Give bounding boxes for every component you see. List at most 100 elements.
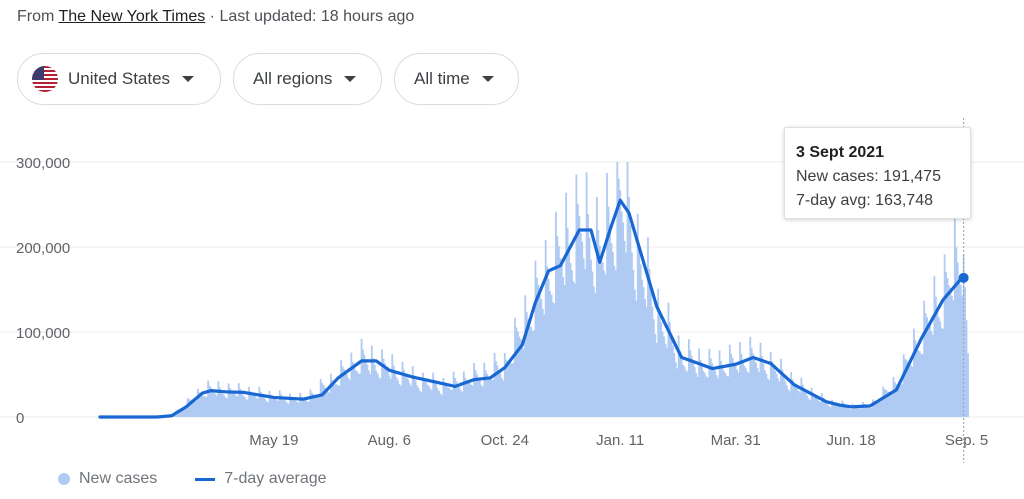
publisher-link[interactable]: The New York Times [58, 8, 206, 25]
new-cases-bar [265, 401, 268, 417]
new-cases-bar [939, 321, 942, 417]
new-cases-bar [360, 338, 363, 417]
new-cases-bar [781, 369, 784, 417]
time-range-dropdown[interactable]: All time [394, 53, 519, 105]
new-cases-bar [329, 373, 332, 417]
new-cases-bar [389, 378, 392, 417]
new-cases-bar [879, 401, 882, 417]
new-cases-bar [850, 409, 853, 417]
new-cases-bar [232, 392, 234, 417]
new-cases-bar [756, 368, 759, 417]
new-cases-bar [724, 372, 727, 417]
new-cases-bar [481, 386, 484, 417]
new-cases-bar [353, 366, 356, 417]
new-cases-bar [435, 384, 437, 417]
new-cases-bar [644, 299, 646, 417]
new-cases-bar [299, 392, 302, 417]
new-cases-bar [347, 378, 350, 417]
new-cases-bar [882, 386, 885, 417]
cases-chart[interactable]: 0 100,000 200,000 300,000 May 19 Aug. 6 Oct. 2… [0, 118, 1024, 468]
new-cases-bar [712, 367, 715, 417]
new-cases-bar [632, 269, 635, 417]
new-cases-bar [800, 377, 803, 417]
new-cases-bar [631, 252, 633, 417]
new-cases-bar [698, 348, 701, 417]
x-tick-label: Jun. 18 [826, 432, 875, 449]
new-cases-bar [965, 320, 968, 417]
region-dropdown[interactable]: All regions [233, 53, 382, 105]
new-cases-bar [316, 395, 319, 417]
new-cases-bar [655, 342, 658, 417]
new-cases-bar [945, 272, 947, 417]
new-cases-bar [188, 399, 191, 417]
new-cases-bar [312, 394, 315, 417]
new-cases-bar [211, 390, 214, 417]
new-cases-bar [680, 359, 683, 417]
new-cases-bar [515, 327, 518, 417]
new-cases-bar [895, 384, 898, 417]
new-cases-bar [179, 409, 182, 417]
new-cases-bar [230, 390, 233, 417]
new-cases-bar [784, 381, 787, 417]
new-cases-bar [271, 396, 274, 417]
new-cases-bar [934, 296, 937, 417]
new-cases-bar [343, 369, 345, 417]
new-cases-bar [522, 348, 525, 417]
new-cases-bar [549, 290, 551, 417]
new-cases-bar [233, 393, 236, 417]
new-cases-bar [831, 399, 834, 417]
new-cases-bar [734, 365, 737, 417]
new-cases-bar [318, 395, 321, 417]
new-cases-bar [898, 385, 901, 417]
new-cases-bar [480, 384, 483, 417]
new-cases-bar [761, 355, 763, 417]
new-cases-bar [574, 283, 576, 417]
new-cases-bar [629, 225, 632, 417]
new-cases-bar [451, 390, 454, 417]
new-cases-bar [237, 383, 240, 417]
new-cases-bar [590, 259, 592, 417]
new-cases-bar [930, 331, 933, 417]
new-cases-bar [869, 408, 871, 417]
new-cases-bar [807, 398, 810, 417]
new-cases-bar [281, 396, 284, 417]
new-cases-bar [293, 400, 296, 417]
data-tooltip: 3 Sept 2021 New cases: 191,475 7-day avg… [784, 127, 971, 219]
new-cases-bar [470, 384, 473, 417]
new-cases-bar [275, 400, 278, 417]
new-cases-bar [438, 390, 440, 417]
new-cases-bar [346, 374, 348, 417]
new-cases-bar [766, 378, 769, 417]
new-cases-bar [927, 322, 930, 417]
new-cases-bar [877, 401, 880, 417]
new-cases-bar [664, 343, 667, 417]
new-cases-bar [587, 214, 589, 417]
new-cases-bar [620, 211, 623, 417]
new-cases-bar [940, 327, 943, 417]
new-cases-bar [677, 335, 680, 417]
location-dropdown[interactable]: United States [17, 53, 221, 105]
new-cases-bar [411, 366, 414, 417]
new-cases-bar [224, 397, 227, 417]
new-cases-bar [863, 403, 866, 417]
new-cases-bar [226, 398, 229, 417]
new-cases-bar [578, 215, 581, 417]
new-cases-bar [180, 408, 183, 417]
new-cases-bar [612, 252, 614, 417]
new-cases-bar [403, 369, 405, 417]
new-cases-bars [100, 162, 969, 417]
new-cases-bar [819, 402, 822, 417]
new-cases-bar [585, 172, 588, 417]
new-cases-bar [565, 192, 568, 417]
new-cases-bar [671, 345, 674, 417]
new-cases-bar [337, 385, 340, 417]
new-cases-bar [572, 281, 575, 417]
new-cases-bar [465, 380, 468, 417]
new-cases-bar [185, 407, 188, 417]
new-cases-bar [321, 383, 324, 417]
new-cases-bar [509, 362, 512, 417]
new-cases-bar [262, 397, 265, 417]
new-cases-bar [277, 400, 280, 417]
new-cases-bar [828, 406, 831, 417]
new-cases-bar [533, 330, 535, 417]
